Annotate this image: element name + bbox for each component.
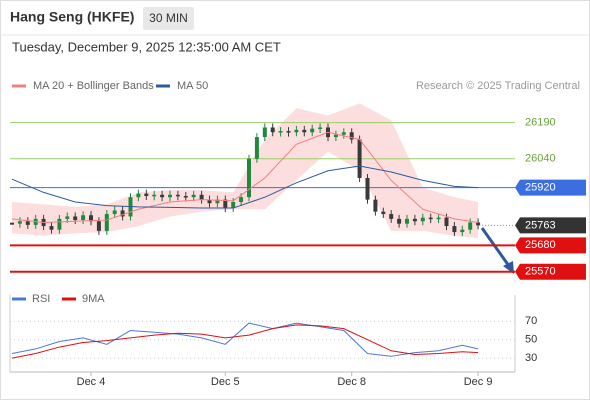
candle: [215, 199, 220, 204]
candle: [89, 215, 93, 222]
candle: [341, 132, 346, 135]
candle: [436, 217, 441, 220]
candle: [294, 129, 299, 133]
level-label: 25570: [525, 266, 556, 278]
candle: [262, 127, 267, 138]
candle: [468, 222, 473, 230]
candle: [96, 221, 101, 231]
candle: [420, 217, 425, 222]
legend-label: MA 50: [177, 80, 208, 92]
candle: [49, 226, 54, 230]
candle: [25, 221, 30, 225]
ma-line: [11, 165, 479, 209]
candle: [373, 199, 378, 212]
candle: [144, 193, 149, 197]
candle: [254, 137, 259, 159]
candle: [239, 197, 244, 203]
rsi-line: [11, 324, 479, 359]
candle: [112, 210, 117, 215]
candle: [428, 217, 433, 220]
level-label: 26190: [525, 117, 556, 129]
source: Research © 2025 Trading Central: [416, 80, 580, 92]
legend-label: 9MA: [82, 293, 105, 305]
candle: [136, 193, 141, 198]
candle: [183, 196, 188, 198]
candle: [247, 158, 251, 198]
candle: [405, 218, 409, 224]
candle: [199, 194, 204, 200]
rsi-tick-label: 30: [525, 352, 537, 364]
candle: [120, 210, 125, 217]
ma-line: [11, 131, 479, 223]
candle: [270, 127, 275, 133]
candle: [444, 217, 449, 227]
candle: [168, 194, 172, 198]
candle: [333, 134, 338, 138]
candle: [191, 194, 196, 198]
candle: [10, 222, 14, 225]
candle: [73, 216, 78, 221]
x-tick-label: Dec 4: [77, 376, 106, 388]
candle: [223, 199, 228, 209]
candle: [207, 199, 212, 204]
x-tick-label: Dec 8: [337, 376, 366, 388]
legend-label: RSI: [32, 293, 50, 305]
candle: [349, 132, 354, 140]
candle: [57, 218, 62, 230]
x-tick-label: Dec 5: [211, 376, 240, 388]
candle: [175, 194, 180, 197]
candle: [397, 218, 402, 224]
candle: [318, 127, 323, 129]
level-label-box: [515, 179, 586, 196]
level-label-box: [515, 237, 586, 254]
candle: [460, 229, 465, 233]
candle: [65, 216, 70, 219]
candle: [389, 214, 394, 219]
candle: [310, 128, 315, 133]
timeframe-box: [143, 7, 194, 30]
chart-title: Hang Seng (HKFE): [10, 9, 134, 25]
candle: [476, 222, 481, 226]
x-tick-label: Dec 9: [464, 376, 493, 388]
projection-arrow-head: [503, 261, 514, 274]
candle: [302, 129, 307, 133]
candle: [357, 139, 362, 178]
candle: [452, 226, 457, 233]
projection-arrow: [480, 227, 511, 267]
rsi-tick-label: 70: [525, 315, 537, 327]
candle: [17, 221, 22, 224]
level-label: 25763: [525, 219, 556, 231]
timestamp: Tuesday, December 9, 2025 12:35:00 AM CE…: [12, 39, 281, 54]
candle: [278, 131, 283, 133]
candle: [231, 202, 236, 209]
legend-label: MA 20 + Bollinger Bands: [33, 80, 154, 92]
timeframe: 30 MIN: [149, 11, 188, 25]
candle: [286, 131, 291, 133]
rsi-line: [11, 322, 479, 357]
candle: [104, 214, 109, 231]
candle: [412, 218, 417, 222]
rsi-tick-label: 50: [525, 334, 537, 346]
level-label: 25680: [525, 239, 556, 251]
level-label-box: [515, 217, 586, 234]
candle: [152, 194, 157, 197]
level-label: 26040: [525, 153, 556, 165]
candle: [365, 177, 370, 200]
candle: [160, 194, 165, 198]
candle: [81, 215, 86, 221]
candle: [381, 211, 386, 215]
level-label: 25920: [525, 182, 556, 194]
level-label-box: [515, 263, 586, 280]
